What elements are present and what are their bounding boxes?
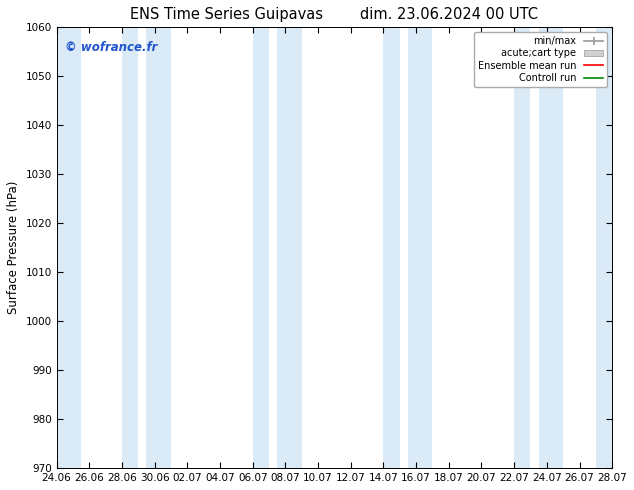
Bar xyxy=(539,27,563,468)
Text: © wofrance.fr: © wofrance.fr xyxy=(65,41,157,53)
Bar xyxy=(384,27,400,468)
Y-axis label: Surface Pressure (hPa): Surface Pressure (hPa) xyxy=(7,181,20,315)
Title: ENS Time Series Guipavas        dim. 23.06.2024 00 UTC: ENS Time Series Guipavas dim. 23.06.2024… xyxy=(131,7,538,22)
Bar xyxy=(146,27,171,468)
Bar xyxy=(408,27,432,468)
Bar xyxy=(253,27,269,468)
Legend: min/max, acute;cart type, Ensemble mean run, Controll run: min/max, acute;cart type, Ensemble mean … xyxy=(474,32,607,87)
Bar xyxy=(596,27,612,468)
Bar xyxy=(56,27,81,468)
Bar xyxy=(122,27,138,468)
Bar xyxy=(514,27,531,468)
Bar xyxy=(277,27,302,468)
